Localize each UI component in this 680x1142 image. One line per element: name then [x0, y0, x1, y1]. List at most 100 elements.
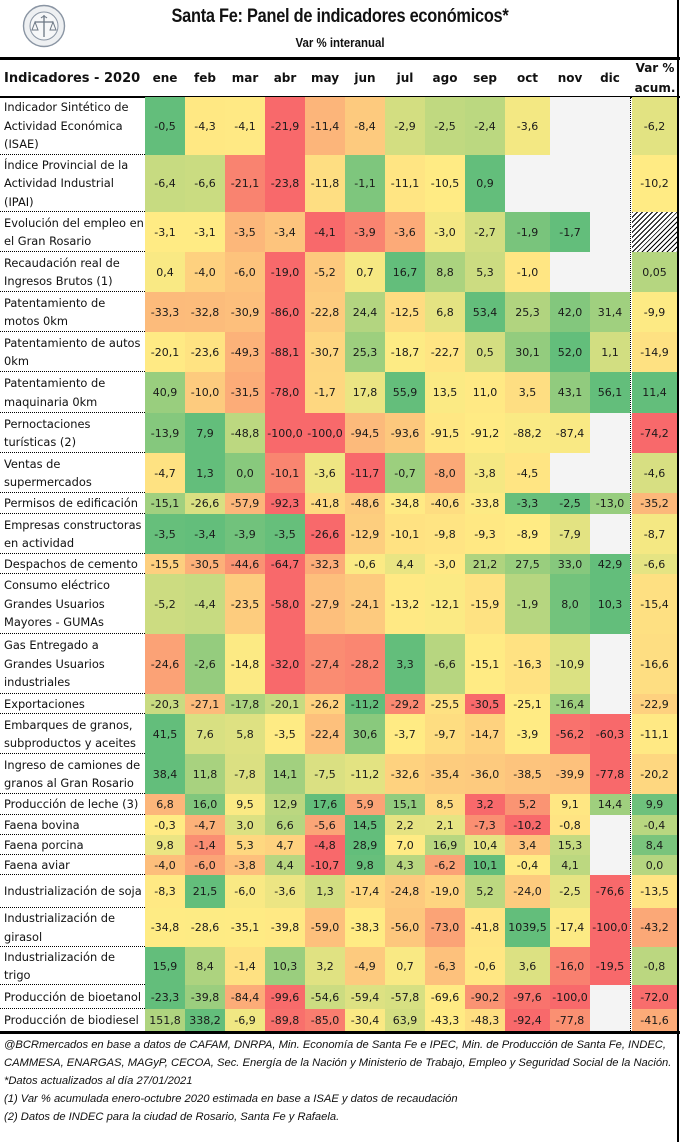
cell-oct: -1,0 [505, 252, 550, 292]
row-separator [0, 984, 145, 985]
cell-sep: -15,1 [465, 634, 505, 694]
acum-divider [630, 98, 631, 1031]
cell-oct: -0,4 [505, 855, 550, 875]
cell-mar: -44,6 [225, 554, 265, 574]
row-label: Ingreso de camiones de granos al Gran Ro… [4, 757, 141, 791]
cell-ago: 16,9 [425, 835, 465, 855]
cell-dic [590, 634, 630, 694]
cell-jul: 15,1 [385, 794, 425, 815]
cell-acum: 0,0 [632, 855, 677, 875]
row-separator [0, 573, 145, 574]
cell-abr: -99,6 [265, 985, 305, 1009]
cell-feb: -39,8 [185, 985, 225, 1009]
cell-nov: -39,9 [550, 754, 590, 794]
row-separator [0, 834, 145, 835]
cell-oct: -3,6 [505, 97, 550, 155]
cell-nov: -16,0 [550, 947, 590, 985]
cell-jul: -56,0 [385, 908, 425, 947]
cell-abr: -3,5 [265, 714, 305, 754]
cell-ene: 40,9 [145, 372, 185, 413]
cell-jun: -0,6 [345, 554, 385, 574]
cell-ago: -40,6 [425, 493, 465, 514]
cell-ago: -3,0 [425, 212, 465, 252]
cell-sep: -33,8 [465, 493, 505, 514]
cell-nov: -87,4 [550, 413, 590, 453]
cell-jul: 3,3 [385, 634, 425, 694]
cell-sep: 53,4 [465, 292, 505, 332]
cell-acum: -35,2 [632, 493, 677, 514]
cell-acum: 0,05 [632, 252, 677, 292]
cell-abr: -21,9 [265, 97, 305, 155]
cell-dic: 31,4 [590, 292, 630, 332]
header-month-abr: abr [273, 71, 297, 85]
cell-acum: -72,0 [632, 985, 677, 1009]
cell-sep: 5,2 [465, 875, 505, 908]
cell-jun: 9,8 [345, 855, 385, 875]
cell-may: -27,4 [305, 634, 345, 694]
cell-jun: -1,1 [345, 155, 385, 212]
cell-mar: -14,8 [225, 634, 265, 694]
cell-feb: -4,3 [185, 97, 225, 155]
cell-ago: 13,5 [425, 372, 465, 413]
cell-dic [590, 835, 630, 855]
cell-nov: -100,0 [550, 985, 590, 1009]
cell-mar: -17,8 [225, 694, 265, 714]
cell-oct: -38,5 [505, 754, 550, 794]
cell-jul: -10,1 [385, 514, 425, 554]
cell-abr: -3,6 [265, 875, 305, 908]
cell-jul: 16,7 [385, 252, 425, 292]
cell-ago: -6,3 [425, 947, 465, 985]
corner-header-label: Indicadores - 2020 [4, 70, 141, 86]
cell-may: -11,8 [305, 155, 345, 212]
cell-nov: 4,1 [550, 855, 590, 875]
cell-nov: 9,1 [550, 794, 590, 815]
cell-sep: -0,6 [465, 947, 505, 985]
cell-nov: 8,0 [550, 574, 590, 634]
cell-may: -41,8 [305, 493, 345, 514]
cell-abr: 10,3 [265, 947, 305, 985]
cell-mar: -6,0 [225, 875, 265, 908]
cell-feb: -23,6 [185, 332, 225, 372]
cell-mar: -31,5 [225, 372, 265, 413]
cell-dic: -19,5 [590, 947, 630, 985]
cell-ago: -25,5 [425, 694, 465, 714]
cell-ene: -20,1 [145, 332, 185, 372]
cell-feb: -27,1 [185, 694, 225, 714]
cell-jul: -32,6 [385, 754, 425, 794]
cell-ago: 8,8 [425, 252, 465, 292]
row-label: Ventas de supermercados [4, 456, 92, 490]
cell-sep: 0,5 [465, 332, 505, 372]
cell-jun: -11,7 [345, 453, 385, 493]
cell-acum: -10,2 [632, 155, 677, 212]
cell-dic: -13,0 [590, 493, 630, 514]
row-separator [0, 211, 145, 212]
header-acum: Var % acum. [632, 60, 678, 96]
cell-abr: 14,1 [265, 754, 305, 794]
cell-nov: -10,9 [550, 634, 590, 694]
cell-acum: -6,6 [632, 554, 677, 574]
cell-feb: 21,5 [185, 875, 225, 908]
cell-may: -5,2 [305, 252, 345, 292]
row-separator [0, 251, 145, 252]
row-label: Industrialización de trigo [4, 949, 116, 983]
cell-acum: 11,4 [632, 372, 677, 413]
cell-sep: 11,0 [465, 372, 505, 413]
bottom-rule [0, 1031, 680, 1034]
cell-acum: -14,9 [632, 332, 677, 372]
cell-ago: -9,8 [425, 514, 465, 554]
cell-ago: -8,0 [425, 453, 465, 493]
cell-jun: -3,9 [345, 212, 385, 252]
cell-nov: -2,5 [550, 875, 590, 908]
cell-dic [590, 413, 630, 453]
cell-abr: 4,7 [265, 835, 305, 855]
cell-ago: -43,3 [425, 1009, 465, 1031]
cell-dic: 10,3 [590, 574, 630, 634]
cell-sep: -41,8 [465, 908, 505, 947]
cell-ene: -13,9 [145, 413, 185, 453]
cell-oct: -25,1 [505, 694, 550, 714]
cell-ago: -6,6 [425, 634, 465, 694]
header-month-nov: nov [557, 71, 583, 85]
cell-ene: -3,1 [145, 212, 185, 252]
cell-feb: -6,0 [185, 855, 225, 875]
cell-ago: -2,5 [425, 97, 465, 155]
